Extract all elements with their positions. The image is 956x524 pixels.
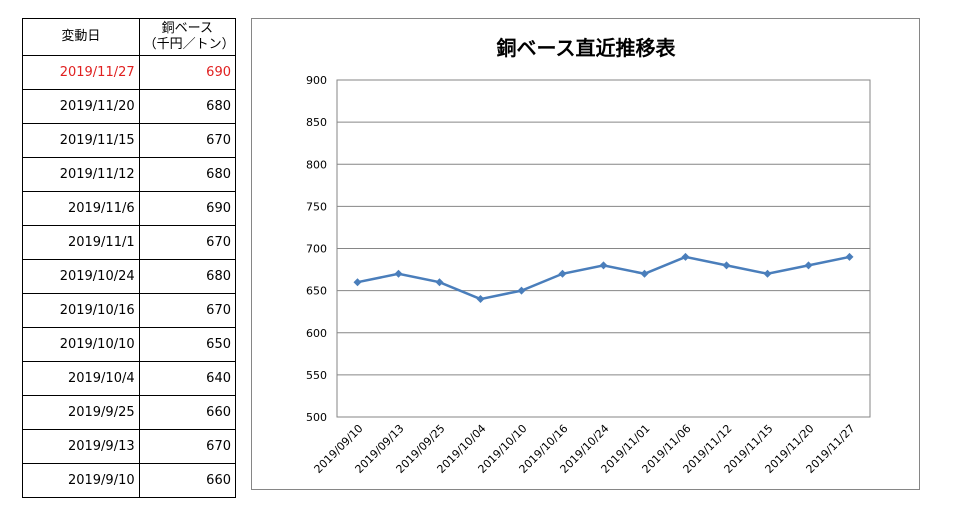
data-point-marker: [558, 269, 567, 278]
line-chart: 銅ベース直近推移表 500 550 600 650 700 750 800 850 900 20…: [306, 36, 871, 476]
row-price: 680: [138, 259, 237, 294]
data-point-marker: [517, 286, 526, 295]
x-axis-ticks: 2019/09/102019/09/132019/09/252019/10/04…: [312, 422, 858, 476]
data-point-marker: [722, 261, 731, 270]
row-price: 670: [138, 293, 237, 328]
table-row: 2019/11/6 690: [22, 191, 237, 226]
table-row: 2019/11/15 670: [22, 123, 237, 158]
row-date: 2019/11/20: [22, 89, 140, 124]
y-tick-label: 650: [306, 285, 327, 298]
row-date: 2019/10/4: [22, 361, 140, 396]
row-date: 2019/10/24: [22, 259, 140, 294]
table-row: 2019/10/24 680: [22, 259, 237, 294]
table-row: 2019/9/10 660: [22, 463, 237, 498]
row-date: 2019/10/16: [22, 293, 140, 328]
table-body: 2019/11/27 690 2019/11/20 680 2019/11/15 670 2…: [22, 55, 237, 498]
plot-area: [336, 79, 871, 418]
data-point-marker: [476, 295, 485, 304]
table-row: 2019/10/4 640: [22, 361, 237, 396]
y-tick-label: 500: [306, 411, 327, 424]
y-tick-label: 850: [306, 116, 327, 129]
y-tick-label: 700: [306, 243, 327, 256]
data-point-marker: [640, 269, 649, 278]
chart-frame: 銅ベース直近推移表 500 550 600 650 700 750 800 850 900 20…: [251, 18, 920, 490]
data-point-marker: [763, 269, 772, 278]
table-header-row: 変動日 銅ベース （千円／トン）: [22, 18, 237, 56]
y-tick-label: 550: [306, 369, 327, 382]
table-row: 2019/9/13 670: [22, 429, 237, 464]
header-price: 銅ベース （千円／トン）: [138, 18, 237, 56]
data-point-marker: [599, 261, 608, 270]
data-point-marker: [804, 261, 813, 270]
row-date: 2019/9/13: [22, 429, 140, 464]
row-price: 680: [138, 89, 237, 124]
row-price: 670: [138, 123, 237, 158]
chart-title: 銅ベース直近推移表: [497, 36, 677, 60]
data-point-marker: [435, 278, 444, 287]
row-price: 660: [138, 463, 237, 498]
row-date: 2019/11/12: [22, 157, 140, 192]
row-date: 2019/10/10: [22, 327, 140, 362]
row-price: 680: [138, 157, 237, 192]
row-date: 2019/11/27: [22, 55, 140, 90]
row-price: 640: [138, 361, 237, 396]
y-tick-label: 750: [306, 200, 327, 213]
table-row: 2019/10/16 670: [22, 293, 237, 328]
series-layer: [353, 252, 854, 304]
y-tick-label: 600: [306, 327, 327, 340]
header-price-line1: 銅ベース: [161, 21, 213, 36]
header-price-line2: （千円／トン）: [143, 37, 235, 52]
price-table: 変動日 銅ベース （千円／トン） 2019/11/27 690 2019/11/20…: [22, 18, 237, 498]
table-row: 2019/9/25 660: [22, 395, 237, 430]
row-price: 670: [138, 429, 237, 464]
row-price: 690: [138, 55, 237, 90]
table-row: 2019/11/1 670: [22, 225, 237, 260]
table-row: 2019/11/27 690: [22, 55, 237, 90]
row-date: 2019/11/6: [22, 191, 140, 226]
row-date: 2019/11/15: [22, 123, 140, 158]
row-price: 690: [138, 191, 237, 226]
row-price: 670: [138, 225, 237, 260]
y-tick-label: 900: [306, 74, 327, 87]
y-tick-label: 800: [306, 158, 327, 171]
row-price: 660: [138, 395, 237, 430]
header-date: 変動日: [22, 18, 140, 56]
table-row: 2019/10/10 650: [22, 327, 237, 362]
row-date: 2019/11/1: [22, 225, 140, 260]
row-date: 2019/9/10: [22, 463, 140, 498]
data-point-marker: [845, 252, 854, 261]
row-price: 650: [138, 327, 237, 362]
data-point-marker: [681, 252, 690, 261]
gridlines: 500 550 600 650 700 750 800 850 900: [306, 74, 871, 424]
table-row: 2019/11/12 680: [22, 157, 237, 192]
row-date: 2019/9/25: [22, 395, 140, 430]
data-point-marker: [353, 278, 362, 287]
table-row: 2019/11/20 680: [22, 89, 237, 124]
data-point-marker: [394, 269, 403, 278]
